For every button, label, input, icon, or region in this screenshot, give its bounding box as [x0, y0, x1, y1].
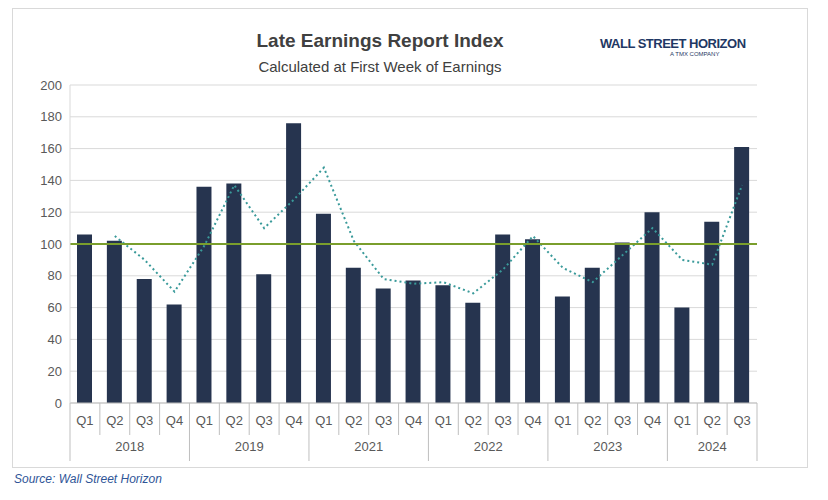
svg-text:100: 100 — [40, 237, 62, 252]
svg-text:Q3: Q3 — [614, 413, 631, 428]
svg-text:2024: 2024 — [698, 439, 727, 454]
svg-text:Q1: Q1 — [435, 413, 452, 428]
svg-text:120: 120 — [40, 205, 62, 220]
svg-text:Q1: Q1 — [76, 413, 93, 428]
svg-text:Q3: Q3 — [136, 413, 153, 428]
svg-text:Q4: Q4 — [166, 413, 183, 428]
html-text:Source: Wall Street Horizon: Source: Wall Street Horizon — [14, 472, 162, 486]
svg-text:180: 180 — [40, 109, 62, 124]
svg-text:160: 160 — [40, 141, 62, 156]
svg-text:60: 60 — [48, 300, 62, 315]
svg-text:Q3: Q3 — [375, 413, 392, 428]
svg-text:Q4: Q4 — [524, 413, 541, 428]
svg-text:Q2: Q2 — [226, 413, 243, 428]
svg-text:Q3: Q3 — [255, 413, 272, 428]
svg-text:40: 40 — [48, 332, 62, 347]
svg-text:Q2: Q2 — [106, 413, 123, 428]
svg-text:2022: 2022 — [474, 439, 503, 454]
html-text:Calculated at First Week of Ea: Calculated at First Week of Earnings — [258, 58, 502, 75]
svg-text:Q4: Q4 — [285, 413, 302, 428]
svg-text:20: 20 — [48, 364, 62, 379]
html-text:WALL STREET HORIZON: WALL STREET HORIZON — [600, 36, 746, 51]
svg-text:140: 140 — [40, 173, 62, 188]
svg-text:Q2: Q2 — [704, 413, 721, 428]
svg-text:Q4: Q4 — [644, 413, 661, 428]
html-text:Late Earnings Report Index: Late Earnings Report Index — [256, 30, 504, 51]
svg-text:Q1: Q1 — [315, 413, 332, 428]
svg-text:2019: 2019 — [235, 439, 264, 454]
svg-text:200: 200 — [40, 78, 62, 93]
svg-text:Q3: Q3 — [494, 413, 511, 428]
svg-text:Q1: Q1 — [554, 413, 571, 428]
svg-text:2021: 2021 — [354, 439, 383, 454]
svg-text:Q2: Q2 — [584, 413, 601, 428]
svg-text:Q3: Q3 — [733, 413, 750, 428]
svg-text:Q1: Q1 — [674, 413, 691, 428]
html-text:A TMX COMPANY: A TMX COMPANY — [670, 51, 720, 57]
svg-text:Q2: Q2 — [345, 413, 362, 428]
svg-text:Q4: Q4 — [405, 413, 422, 428]
svg-text:80: 80 — [48, 268, 62, 283]
svg-text:2023: 2023 — [593, 439, 622, 454]
svg-text:2018: 2018 — [115, 439, 144, 454]
svg-text:Q2: Q2 — [465, 413, 482, 428]
svg-text:Q1: Q1 — [196, 413, 213, 428]
svg-text:0: 0 — [55, 396, 62, 411]
